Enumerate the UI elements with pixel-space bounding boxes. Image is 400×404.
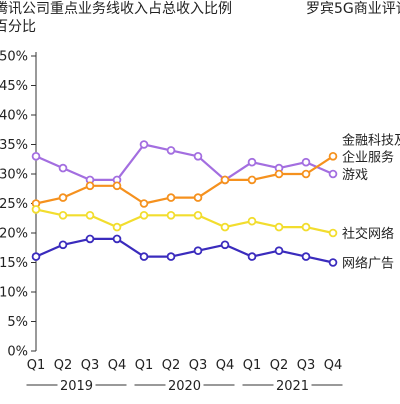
x-tick-label: Q1 [135,358,154,373]
data-point [166,146,176,155]
data-point [220,222,230,232]
data-point [166,252,176,261]
y-tick-label: 0% [7,345,28,360]
data-point [139,140,149,149]
data-point [139,199,149,208]
y-tick-label: 15% [0,256,28,271]
chart-title: 腾讯公司重点业务线收入占总收入比例 [0,0,232,17]
data-point [85,234,95,244]
data-point [328,228,338,238]
x-tick-label: Q1 [27,358,46,373]
series-label: 社交网络 [342,226,394,242]
data-point [31,152,41,161]
series-group [31,140,338,185]
series-line [34,237,335,264]
y-tick-label: 30% [0,168,28,183]
data-point [193,152,203,161]
data-point [85,211,95,220]
data-point [301,169,311,179]
data-point [328,169,338,179]
x-tick-label: Q1 [243,358,262,373]
data-point [220,240,230,250]
x-tick-label: Q4 [324,358,343,373]
data-point [58,240,68,250]
data-point [112,234,122,244]
data-point [58,211,68,220]
data-point [166,211,176,220]
series-line [34,208,335,235]
series-line [34,143,335,181]
data-point [58,193,68,202]
data-point [31,205,41,214]
data-point [85,181,95,191]
data-point [112,181,122,191]
y-tick-label: 20% [0,227,28,242]
data-point [58,163,68,173]
data-point [247,157,257,167]
series-line [34,155,335,205]
year-label: 2020 [168,379,201,394]
data-point [139,252,149,261]
data-point [274,169,284,179]
x-tick-label: Q2 [54,358,73,373]
data-point [247,216,257,226]
y-tick-label: 40% [0,109,28,124]
data-point [31,252,41,261]
y-tick-label: 45% [0,79,28,94]
chart-subtitle: 百分比 [0,19,36,35]
year-label: 2019 [60,379,93,394]
x-tick-label: Q3 [81,358,100,373]
series-group [31,152,338,208]
data-point [139,211,149,220]
data-point [274,246,284,256]
x-tick-label: Q3 [297,358,316,373]
data-point [301,157,311,167]
data-point [274,222,284,232]
data-point [301,222,311,232]
data-point [328,258,338,267]
series-group [31,205,338,238]
y-tick-label: 50% [0,50,28,65]
data-point [193,193,203,202]
data-point [247,175,257,185]
y-tick-label: 5% [7,315,28,330]
y-tick-label: 25% [0,197,28,212]
series-label: 网络广告 [342,256,394,272]
year-label: 2021 [276,379,309,394]
series-label: 企业服务 [342,149,394,165]
series-label: 游戏 [342,168,368,183]
x-tick-label: Q4 [216,358,235,373]
y-tick-label: 35% [0,138,28,153]
y-tick-label: 10% [0,286,28,301]
axis-layer: 0% 5% 10% 15% 20% 25% 30% 35% 40% 45% 50% Q1 Q2 Q3 Q4 Q… [0,50,343,394]
x-tick-label: Q2 [270,358,289,373]
data-point [301,252,311,261]
data-point [166,193,176,202]
series-label: 金融科技及 [342,132,400,148]
x-tick-label: Q3 [189,358,208,373]
series-group [31,234,338,267]
data-point [112,222,122,232]
data-point [247,252,257,261]
data-point [220,175,230,185]
data-point [193,246,203,256]
data-point [328,152,338,161]
chart-source: 罗宾5G商业评论 [306,1,400,17]
data-point [193,211,203,220]
series-layer [31,140,338,267]
x-tick-label: Q4 [108,358,127,373]
x-tick-label: Q2 [162,358,181,373]
series-label-layer: 游戏 金融科技及企业服务社交网络网络广告 [342,132,400,271]
